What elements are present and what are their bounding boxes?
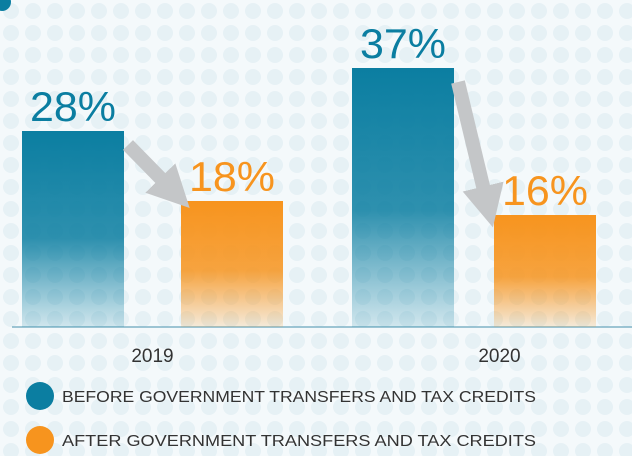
arrow bbox=[122, 140, 190, 209]
value-label: 18% bbox=[189, 153, 275, 200]
value-label: 28% bbox=[30, 83, 116, 130]
legend-swatch bbox=[26, 382, 54, 410]
bar bbox=[181, 201, 283, 327]
legend-label: AFTER GOVERNMENT TRANSFERS AND TAX CREDI… bbox=[62, 433, 536, 450]
value-label: 37% bbox=[360, 20, 446, 67]
bar bbox=[352, 68, 454, 327]
value-label: 16% bbox=[502, 167, 588, 214]
x-tick-label: 2019 bbox=[131, 346, 173, 367]
legend-label: BEFORE GOVERNMENT TRANSFERS AND TAX CRED… bbox=[62, 389, 536, 406]
legend-swatch bbox=[26, 426, 54, 454]
x-tick-label: 2020 bbox=[478, 346, 520, 367]
corner-dot bbox=[0, 0, 11, 11]
bar bbox=[22, 131, 124, 327]
arrow bbox=[451, 80, 504, 228]
bar bbox=[494, 215, 596, 327]
